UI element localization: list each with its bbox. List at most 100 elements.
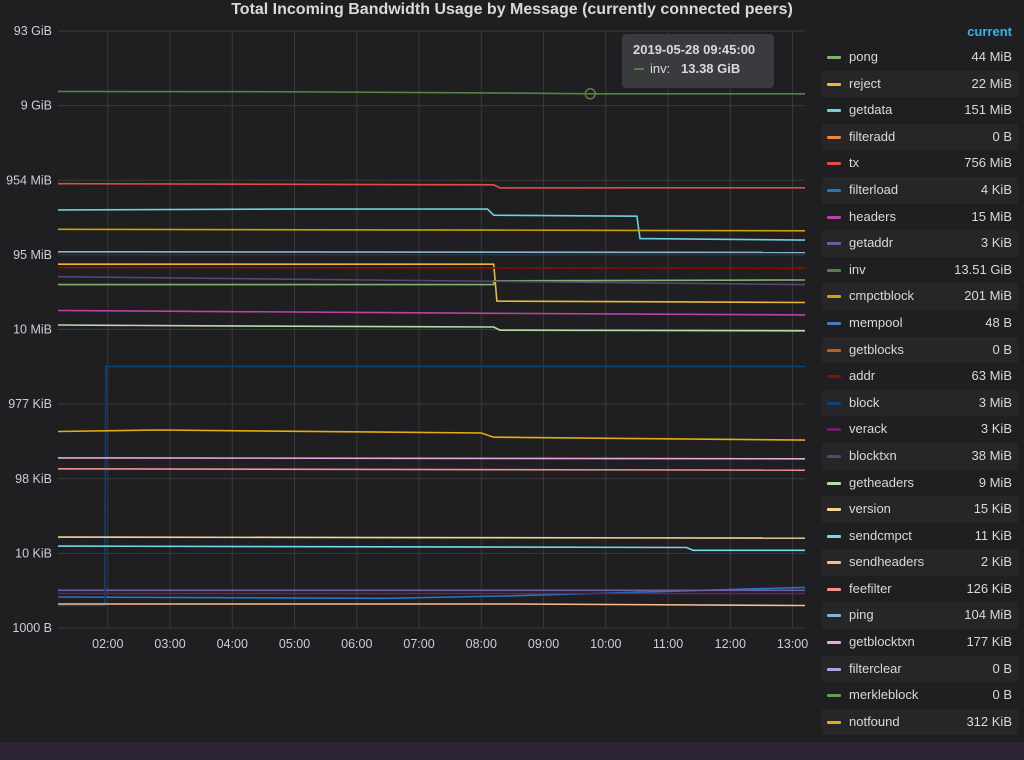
series-line-sendheaders	[58, 603, 806, 607]
legend-series-name: inv	[849, 261, 866, 277]
legend-series-name: sendcmpct	[849, 527, 912, 543]
legend-item-filterclear[interactable]: filterclear 0 B	[822, 655, 1018, 683]
legend-current-value: 0 B	[992, 687, 1012, 703]
series-line-getdata	[57, 208, 806, 241]
legend-current-value: 38 MiB	[971, 447, 1012, 463]
legend-item-block[interactable]: block 3 MiB	[822, 389, 1018, 417]
legend-series-name: cmpctblock	[849, 288, 915, 304]
legend-swatch	[827, 481, 841, 485]
legend-swatch	[827, 109, 841, 113]
legend-series-name: filteradd	[849, 128, 896, 144]
x-tick-label: 04:00	[217, 637, 248, 651]
legend-item-headers[interactable]: headers 15 MiB	[822, 204, 1018, 231]
series-line-ping	[57, 251, 806, 254]
legend-current-value: 151 MiB	[964, 102, 1012, 118]
y-tick-label: 98 KiB	[15, 472, 52, 486]
series-line-reject	[58, 263, 806, 304]
legend-item-ping[interactable]: ping 104 MiB	[822, 602, 1018, 630]
y-tick-label: 93 GiB	[14, 24, 52, 38]
legend-current-value: 126 KiB	[966, 580, 1012, 596]
legend-swatch	[827, 428, 841, 432]
chart[interactable]: 93 GiB 9 GiB 954 MiB 95 MiB 10 MiB 977 KiB 98 …	[0, 0, 820, 660]
legend-swatch	[827, 188, 841, 192]
legend-swatch	[827, 135, 841, 139]
legend-current-value: 48 B	[985, 314, 1012, 330]
y-tick-label: 954 MiB	[6, 173, 52, 187]
legend-item-tx[interactable]: tx 756 MiB	[822, 150, 1018, 177]
legend-swatch	[827, 694, 841, 698]
legend-swatch	[827, 215, 841, 219]
legend-item-inv[interactable]: inv 13.51 GiB	[822, 257, 1018, 284]
legend-item-reject[interactable]: reject 22 MiB	[822, 70, 1018, 98]
y-tick-label: 977 KiB	[8, 397, 52, 411]
legend-item-notfound[interactable]: notfound 312 KiB	[822, 708, 1018, 736]
series-line-tx	[57, 182, 806, 189]
legend-item-getblocks[interactable]: getblocks 0 B	[822, 336, 1018, 364]
legend-swatch	[827, 561, 841, 565]
x-axis: 02:00 03:00 04:00 05:00 06:00 07:00 08:00 09:00…	[92, 637, 808, 651]
legend-swatch	[827, 82, 841, 86]
series-line-pong	[58, 279, 806, 286]
legend-swatch	[827, 587, 841, 591]
legend-item-pong[interactable]: pong 44 MiB	[822, 44, 1018, 71]
grid	[58, 30, 805, 629]
legend-swatch	[827, 720, 841, 724]
series-line-getheaders	[57, 324, 806, 332]
legend-item-getblocktxn[interactable]: getblocktxn 177 KiB	[822, 629, 1018, 656]
legend-swatch	[827, 401, 841, 405]
hover-point-marker	[584, 88, 596, 100]
legend-swatch	[827, 667, 841, 671]
legend-swatch	[827, 242, 841, 246]
legend-current-value: 3 KiB	[980, 421, 1012, 437]
y-tick-label: 95 MiB	[13, 248, 52, 262]
legend-swatch	[827, 295, 841, 299]
legend-current-header[interactable]: current	[967, 24, 1012, 39]
x-tick-label: 13:00	[777, 637, 808, 651]
legend-current-value: 2 KiB	[980, 554, 1012, 570]
graph-panel: Total Incoming Bandwidth Usage by Messag…	[0, 0, 1018, 736]
legend-swatch	[827, 162, 841, 166]
legend-item-getaddr[interactable]: getaddr 3 KiB	[822, 230, 1018, 257]
legend-series-name: getdata	[849, 102, 893, 118]
legend-item-filterload[interactable]: filterload 4 KiB	[822, 176, 1018, 204]
legend-swatch	[827, 614, 841, 618]
legend-item-blocktxn[interactable]: blocktxn 38 MiB	[822, 442, 1018, 470]
footer-bar	[0, 742, 1024, 760]
legend-item-feefilter[interactable]: feefilter 126 KiB	[822, 576, 1018, 603]
legend-series-name: getblocktxn	[849, 634, 915, 650]
legend-series-name: tx	[849, 155, 860, 171]
series-line-sendcmpct	[57, 545, 805, 552]
legend-item-getdata[interactable]: getdata 151 MiB	[822, 97, 1018, 124]
series-line-getblocktxn	[57, 457, 806, 460]
legend-current-value: 201 MiB	[964, 288, 1012, 304]
legend-series-name: feefilter	[849, 580, 892, 596]
legend-item-cmpctblock[interactable]: cmpctblock 201 MiB	[822, 283, 1018, 310]
legend-series-name: filterload	[849, 181, 899, 197]
legend-series-name: notfound	[849, 713, 900, 729]
x-tick-label: 05:00	[279, 637, 310, 651]
series-line-feefilter	[57, 468, 806, 471]
legend-item-merkleblock[interactable]: merkleblock 0 B	[822, 682, 1018, 709]
legend-item-filteradd[interactable]: filteradd 0 B	[822, 123, 1018, 151]
legend-current-value: 3 KiB	[980, 235, 1012, 251]
legend-series-name: getheaders	[849, 474, 915, 490]
legend-current-value: 756 MiB	[964, 155, 1012, 171]
y-tick-label: 9 GiB	[21, 99, 52, 113]
legend-item-sendheaders[interactable]: sendheaders 2 KiB	[822, 549, 1018, 576]
legend-item-sendcmpct[interactable]: sendcmpct 11 KiB	[822, 523, 1018, 550]
legend-item-mempool[interactable]: mempool 48 B	[822, 310, 1018, 337]
legend-current-value: 0 B	[992, 341, 1012, 357]
y-tick-label: 10 KiB	[15, 546, 52, 560]
legend-series-name: reject	[849, 75, 881, 91]
legend-series-name: sendheaders	[849, 554, 925, 570]
legend-swatch	[827, 454, 841, 458]
y-tick-label: 10 MiB	[13, 323, 52, 337]
legend-item-getheaders[interactable]: getheaders 9 MiB	[822, 470, 1018, 497]
legend-item-addr[interactable]: addr 63 MiB	[822, 363, 1018, 390]
legend-current-value: 0 B	[992, 128, 1012, 144]
legend-swatch	[827, 321, 841, 325]
legend-item-version[interactable]: version 15 KiB	[822, 496, 1018, 523]
legend-item-verack[interactable]: verack 3 KiB	[822, 416, 1018, 443]
panel-title: Total Incoming Bandwidth Usage by Messag…	[231, 1, 793, 18]
legend-current-value: 312 KiB	[966, 713, 1012, 729]
